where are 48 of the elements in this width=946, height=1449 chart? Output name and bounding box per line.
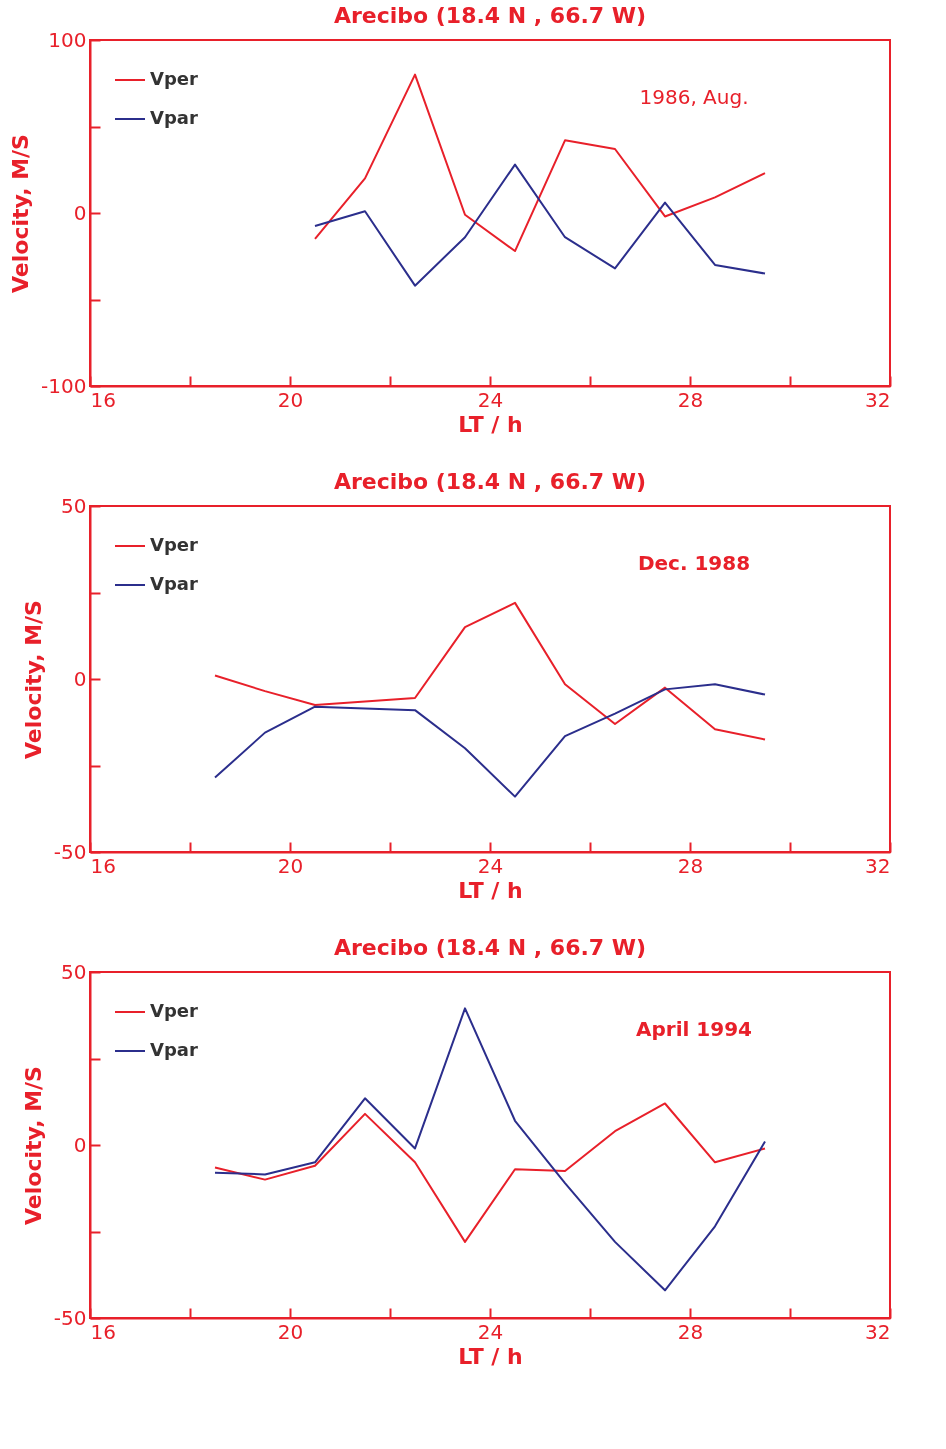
x-tick-label: 28 [677, 853, 704, 878]
y-tick-label: -50 [53, 1305, 87, 1330]
y-tick-label: 50 [61, 959, 87, 984]
chart-title: Arecibo (18.4 N , 66.7 W) [333, 3, 647, 28]
legend-label: Vper [150, 68, 199, 89]
x-tick-label: 16 [90, 1319, 116, 1344]
y-tick-label: 50 [61, 493, 87, 518]
annotation: April 1994 [636, 1017, 752, 1041]
line-series [314, 163, 766, 287]
legend-label: Vpar [150, 1039, 198, 1060]
chart-title: Arecibo (18.4 N , 66.7 W) [333, 469, 647, 494]
x-tick-label: 20 [277, 853, 304, 878]
line-series [214, 1007, 766, 1292]
x-tick-label: 28 [677, 387, 704, 412]
x-tick-label: 32 [865, 853, 891, 878]
x-axis-title: LT / h [458, 411, 523, 437]
x-tick-label: 32 [865, 387, 891, 412]
y-axis-title: Velocity, M/S [20, 1066, 46, 1225]
line-series [214, 683, 766, 798]
y-tick-label: -50 [53, 839, 87, 864]
x-tick-label: 20 [277, 387, 304, 412]
x-tick-label: 20 [277, 1319, 304, 1344]
y-tick-label: -100 [41, 373, 87, 398]
line-series [214, 1102, 766, 1243]
legend-label: Vpar [150, 573, 198, 594]
y-tick-label: 0 [73, 1132, 87, 1157]
line-series [214, 601, 766, 741]
x-axis-title: LT / h [458, 877, 523, 903]
chart-title: Arecibo (18.4 N , 66.7 W) [333, 935, 647, 960]
y-tick-label: 100 [48, 27, 87, 52]
y-tick-label: 0 [73, 200, 87, 225]
y-axis-title: Velocity, M/S [20, 600, 46, 759]
x-tick-label: 24 [477, 853, 504, 878]
x-tick-label: 32 [865, 1319, 891, 1344]
x-axis-title: LT / h [458, 1343, 523, 1369]
x-tick-label: 24 [477, 1319, 504, 1344]
x-tick-label: 16 [90, 853, 116, 878]
annotation: 1986, Aug. [639, 85, 749, 109]
legend-label: Vper [150, 534, 199, 555]
legend-label: Vper [150, 1000, 199, 1021]
y-tick-label: 0 [73, 666, 87, 691]
annotation: Dec. 1988 [637, 551, 751, 575]
x-tick-label: 24 [477, 387, 504, 412]
x-tick-label: 28 [677, 1319, 704, 1344]
legend-label: Vpar [150, 107, 198, 128]
line-series [314, 73, 766, 253]
x-tick-label: 16 [90, 387, 116, 412]
y-axis-title: Velocity, M/S [8, 134, 34, 293]
